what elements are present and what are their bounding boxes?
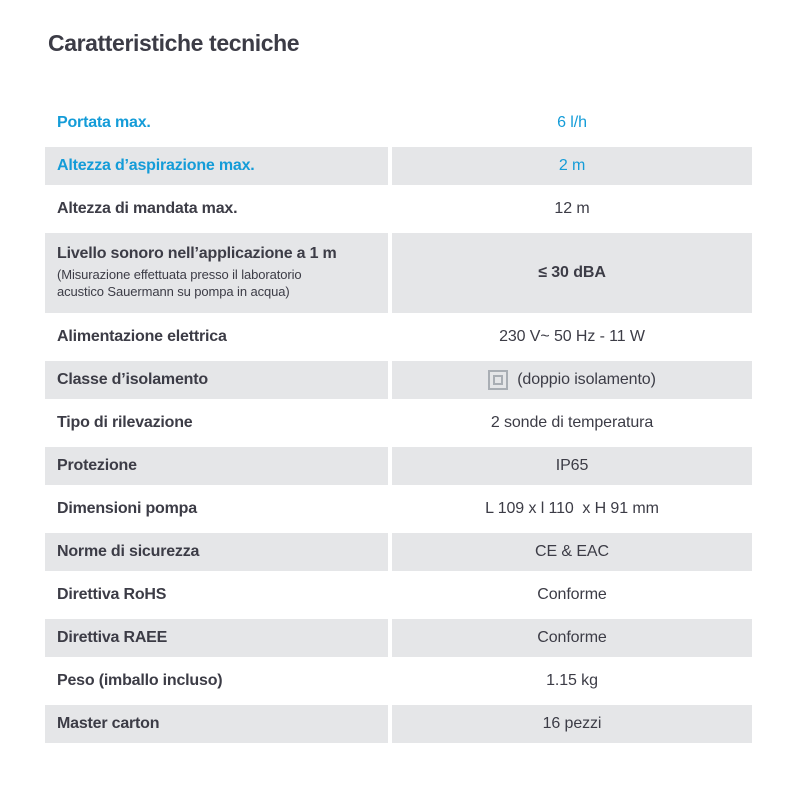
spec-value-cell: 16 pezzi	[392, 705, 752, 743]
spec-label: Norme di sicurezza	[57, 542, 200, 560]
spec-label: Portata max.	[57, 113, 151, 131]
spec-label-cell: Alimentazione elettrica	[45, 318, 388, 356]
spec-sublabel: (Misurazione effettuata presso il labora…	[57, 266, 302, 299]
table-row: Portata max. 6 l/h	[45, 104, 752, 142]
spec-value-cell: Conforme	[392, 576, 752, 614]
spec-value-cell: (doppio isolamento)	[392, 361, 752, 399]
spec-value: Conforme	[537, 629, 607, 646]
table-row: Master carton 16 pezzi	[45, 705, 752, 743]
table-row: Altezza di mandata max. 12 m	[45, 190, 752, 228]
spec-value: 230 V~ 50 Hz - 11 W	[499, 328, 645, 345]
spec-value-cell: 2 m	[392, 147, 752, 185]
spec-value-cell: 12 m	[392, 190, 752, 228]
spec-value-cell: ≤ 30 dBA	[392, 233, 752, 313]
table-row: Dimensioni pompa L 109 x l 110 x H 91 mm	[45, 490, 752, 528]
spec-label-cell: Portata max.	[45, 104, 388, 142]
double-insulation-inner-square	[493, 375, 504, 385]
spec-label-cell: Altezza d’aspirazione max.	[45, 147, 388, 185]
spec-label: Livello sonoro nell’applicazione a 1 m	[57, 245, 337, 263]
spec-value: 2 sonde di temperatura	[490, 414, 654, 431]
spec-value: IP65	[555, 457, 589, 474]
spec-label: Dimensioni pompa	[57, 499, 197, 517]
spec-label-cell: Protezione	[45, 447, 388, 485]
table-row: Tipo di rilevazione 2 sonde di temperatur…	[45, 404, 752, 442]
spec-label: Peso (imballo incluso)	[57, 671, 223, 689]
spec-value: (doppio isolamento)	[517, 371, 656, 388]
table-row: Protezione IP65	[45, 447, 752, 485]
spec-label: Direttiva RAEE	[57, 628, 168, 646]
spec-value-cell: 2 sonde di temperatura	[392, 404, 752, 442]
spec-value: Conforme	[537, 586, 607, 603]
spec-label-cell: Master carton	[45, 705, 388, 743]
spec-value-cell: Conforme	[392, 619, 752, 657]
spec-label-cell: Classe d’isolamento	[45, 361, 388, 399]
spec-label-cell: Dimensioni pompa	[45, 490, 388, 528]
table-row: Classe d’isolamento (doppio isolamento)	[45, 361, 752, 399]
spec-value-cell: 230 V~ 50 Hz - 11 W	[392, 318, 752, 356]
spec-value-cell: CE & EAC	[392, 533, 752, 571]
spec-label-cell: Direttiva RoHS	[45, 576, 388, 614]
spec-value: 6 l/h	[557, 114, 587, 131]
spec-value-cell: L 109 x l 110 x H 91 mm	[392, 490, 752, 528]
double-insulation-icon	[488, 370, 509, 390]
spec-label: Altezza di mandata max.	[57, 199, 238, 217]
spec-value: CE & EAC	[535, 543, 609, 560]
spec-value-cell: 6 l/h	[392, 104, 752, 142]
spec-label: Direttiva RoHS	[57, 585, 167, 603]
page-title: Caratteristiche tecniche	[48, 30, 300, 56]
spec-value-cell: 1.15 kg	[392, 662, 752, 700]
table-row: Altezza d’aspirazione max. 2 m	[45, 147, 752, 185]
table-row: Peso (imballo incluso) 1.15 kg	[45, 662, 752, 700]
spec-value: 1.15 kg	[546, 672, 598, 689]
spec-label: Master carton	[57, 714, 160, 732]
spec-label: Altezza d’aspirazione max.	[57, 156, 255, 174]
table-row: Direttiva RAEE Conforme	[45, 619, 752, 657]
spec-label-cell: Peso (imballo incluso)	[45, 662, 388, 700]
spec-label-cell: Direttiva RAEE	[45, 619, 388, 657]
table-row: Alimentazione elettrica 230 V~ 50 Hz - 11…	[45, 318, 752, 356]
spec-label-cell: Norme di sicurezza	[45, 533, 388, 571]
table-row: Direttiva RoHS Conforme	[45, 576, 752, 614]
spec-value: 2 m	[558, 157, 586, 174]
table-row: Norme di sicurezza CE & EAC	[45, 533, 752, 571]
spec-label-cell: Tipo di rilevazione	[45, 404, 388, 442]
spec-value: L 109 x l 110 x H 91 mm	[485, 500, 659, 517]
spec-value: 16 pezzi	[542, 715, 602, 732]
spec-value: 12 m	[554, 200, 590, 217]
spec-table: Portata max. 6 l/h Altezza d’aspirazione m…	[45, 104, 752, 743]
table-row: Livello sonoro nell’applicazione a 1 m (M…	[45, 233, 752, 313]
spec-value-cell: IP65	[392, 447, 752, 485]
spec-label-cell: Altezza di mandata max.	[45, 190, 388, 228]
spec-label-cell: Livello sonoro nell’applicazione a 1 m (M…	[45, 233, 388, 313]
spec-label: Protezione	[57, 456, 137, 474]
spec-label: Alimentazione elettrica	[57, 327, 227, 345]
spec-label: Classe d’isolamento	[57, 370, 208, 388]
spec-label: Tipo di rilevazione	[57, 413, 193, 431]
spec-value: ≤ 30 dBA	[538, 264, 606, 281]
